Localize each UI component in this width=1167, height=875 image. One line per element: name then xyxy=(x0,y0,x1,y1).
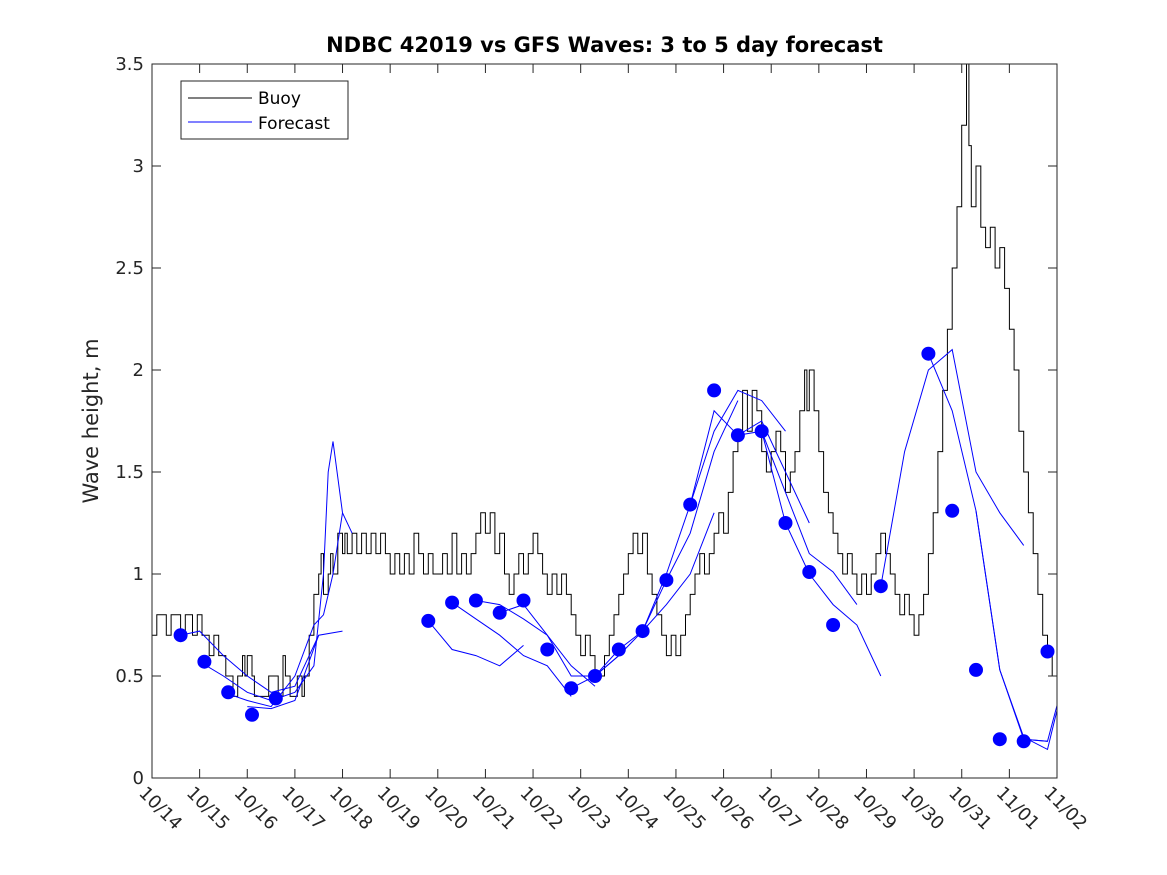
forecast-line-16 xyxy=(975,510,1057,751)
forecast-marker-25 xyxy=(945,503,960,518)
forecast-marker-16 xyxy=(683,497,698,512)
y-tick-label-4: 2 xyxy=(133,360,144,381)
forecast-line-13 xyxy=(761,431,882,677)
forecast-marker-15 xyxy=(659,573,674,588)
forecast-marker-5 xyxy=(421,613,436,628)
forecast-marker-24 xyxy=(921,346,936,361)
legend-forecast-label: Forecast xyxy=(258,114,330,134)
forecast-line-4 xyxy=(427,620,524,667)
y-tick-label-7: 3.5 xyxy=(115,54,144,75)
forecast-marker-11 xyxy=(564,681,579,696)
buoy-series-line xyxy=(152,64,1057,697)
forecast-marker-20 xyxy=(778,516,793,530)
forecast-marker-2 xyxy=(221,685,236,700)
forecast-marker-17 xyxy=(707,383,722,398)
y-tick-label-1: 0.5 xyxy=(115,666,144,687)
forecast-marker-13 xyxy=(611,642,626,657)
forecast-line-11 xyxy=(689,409,810,524)
forecast-marker-8 xyxy=(492,605,507,620)
forecast-line-0 xyxy=(180,630,343,693)
forecast-marker-18 xyxy=(730,428,745,443)
plot-frame xyxy=(151,63,1058,779)
forecast-line-2 xyxy=(223,512,343,708)
marker-layer xyxy=(173,346,1055,749)
forecast-marker-7 xyxy=(468,593,483,608)
forecast-line-5 xyxy=(451,602,572,697)
forecast-line-6 xyxy=(475,600,596,687)
forecast-marker-9 xyxy=(516,593,531,608)
y-tick-label-2: 1 xyxy=(133,564,144,585)
forecast-marker-27 xyxy=(992,732,1007,747)
forecast-marker-29 xyxy=(1040,644,1055,659)
forecast-marker-28 xyxy=(1016,734,1031,749)
forecast-marker-12 xyxy=(588,669,602,683)
forecast-marker-19 xyxy=(754,424,769,439)
y-tick-label-6: 3 xyxy=(133,156,144,177)
y-tick-label-3: 1.5 xyxy=(115,462,144,483)
forecast-line-1 xyxy=(199,441,353,702)
forecast-marker-3 xyxy=(245,707,259,722)
forecast-marker-23 xyxy=(873,579,888,594)
forecast-marker-21 xyxy=(802,565,817,579)
forecast-marker-22 xyxy=(826,618,841,632)
forecast-marker-26 xyxy=(969,662,983,677)
y-tick-label-5: 2.5 xyxy=(115,258,144,279)
forecast-marker-10 xyxy=(540,642,555,657)
forecast-marker-6 xyxy=(445,595,460,610)
forecast-marker-4 xyxy=(268,691,283,706)
legend-box xyxy=(180,80,349,140)
forecast-line-14 xyxy=(880,348,1025,587)
legend-buoy-label: Buoy xyxy=(258,89,301,109)
legend: Buoy Forecast xyxy=(180,80,349,140)
forecast-marker-14 xyxy=(635,624,650,639)
chart-title: NDBC 42019 vs GFS Waves: 3 to 5 day fore… xyxy=(326,33,883,57)
forecast-marker-1 xyxy=(197,654,212,669)
forecast-line-17 xyxy=(1023,703,1057,742)
forecast-marker-0 xyxy=(173,628,188,643)
y-axis-title: Wave height, m xyxy=(79,338,103,503)
forecast-line-3 xyxy=(247,635,320,710)
y-tick-label-0: 0 xyxy=(133,768,144,789)
